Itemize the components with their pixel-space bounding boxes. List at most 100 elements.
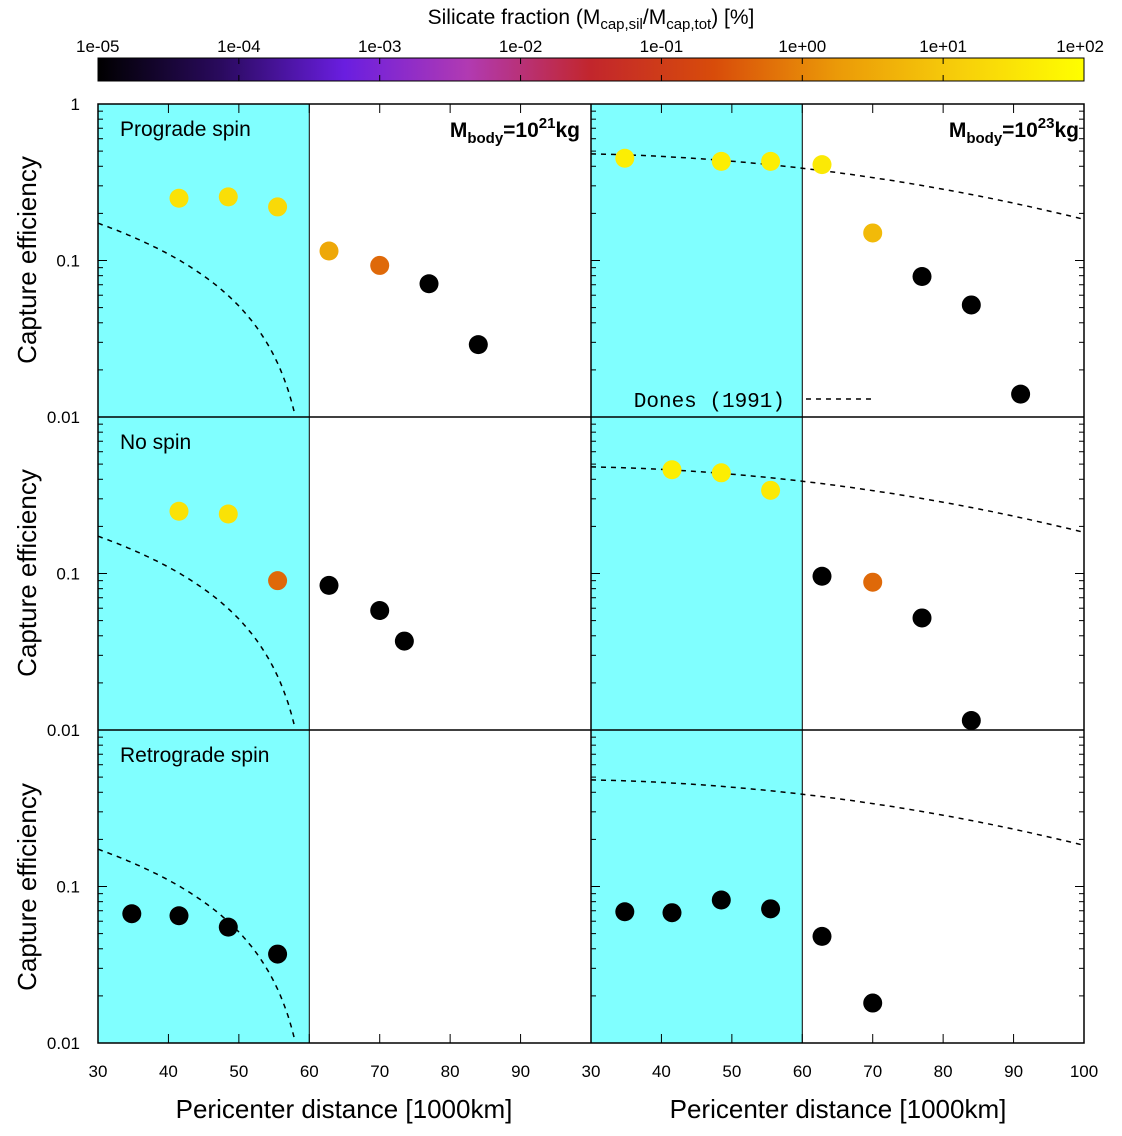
- data-point: [169, 906, 189, 926]
- data-point: [169, 188, 189, 208]
- colorbar-tick-label: 1e-05: [76, 37, 119, 56]
- data-point: [218, 187, 238, 207]
- data-point: [761, 151, 781, 171]
- data-point: [812, 566, 832, 586]
- x-tick-label: 30: [89, 1062, 108, 1081]
- data-point: [662, 903, 682, 923]
- panel-no-spin-left: [97, 416, 414, 731]
- colorbar-tick-label: 1e+02: [1056, 37, 1104, 56]
- data-point: [615, 148, 635, 168]
- data-point: [268, 571, 288, 591]
- colorbar-tick-labels: 1e-05 1e-04 1e-03 1e-02 1e-01 1e+00 1e+01 1e+02: [76, 37, 1104, 56]
- x-tick-label: 70: [863, 1062, 882, 1081]
- x-tick-label: 40: [652, 1062, 671, 1081]
- data-point: [394, 631, 414, 651]
- data-point: [812, 926, 832, 946]
- data-point: [711, 151, 731, 171]
- data-point: [319, 241, 339, 261]
- data-point: [218, 504, 238, 524]
- x-tick-label: 50: [229, 1062, 248, 1081]
- title-no-spin: No spin: [120, 431, 191, 454]
- y-tick-labels: 1 0.1 0.01 0.1 0.01 0.1 0.01: [47, 95, 80, 1053]
- colorbar-tick-label: 1e+01: [919, 37, 967, 56]
- data-point: [761, 899, 781, 919]
- data-point: [711, 890, 731, 910]
- x-tick-label: 90: [511, 1062, 530, 1081]
- x-tick-label: 90: [1004, 1062, 1023, 1081]
- data-point: [863, 993, 883, 1013]
- x-tick-label: 60: [300, 1062, 319, 1081]
- data-point: [122, 904, 142, 924]
- data-point: [912, 267, 932, 287]
- title-retrograde-spin: Retrograde spin: [120, 744, 269, 767]
- mass-label-left: Mbody=1021kg: [450, 115, 580, 147]
- data-point: [961, 711, 981, 731]
- dones-curve: [97, 222, 296, 417]
- legend-label-dones: Dones (1991): [634, 391, 785, 414]
- x-tick-label: 80: [934, 1062, 953, 1081]
- y-tick-label: 0.1: [56, 565, 80, 584]
- y-tick-label: 0.01: [47, 1034, 80, 1053]
- panel-prograde-left: [97, 103, 488, 418]
- y-axis-label-top: Capture efficiency: [12, 156, 42, 364]
- data-point: [615, 902, 635, 922]
- plot-frame: [97, 103, 1085, 1044]
- data-point: [419, 274, 439, 294]
- x-tick-label: 80: [441, 1062, 460, 1081]
- colorbar-tick-label: 1e+00: [778, 37, 826, 56]
- data-point: [268, 944, 288, 964]
- data-point: [711, 463, 731, 483]
- resonance-band: [590, 729, 803, 1044]
- y-axis-label-middle: Capture efficiency: [12, 469, 42, 677]
- y-tick-label: 0.01: [47, 408, 80, 427]
- x-tick-label: 30: [582, 1062, 601, 1081]
- y-tick-label: 0.1: [56, 878, 80, 897]
- dones-curve: [590, 779, 1085, 847]
- x-tick-label: 60: [793, 1062, 812, 1081]
- colorbar-tick-label: 1e-04: [217, 37, 260, 56]
- data-point: [319, 575, 339, 595]
- dones-curve: [590, 153, 1085, 221]
- data-point: [662, 460, 682, 480]
- dones-curve: [97, 848, 296, 1043]
- x-axis-label-right: Pericenter distance [1000km]: [670, 1094, 1007, 1124]
- x-tick-label: 50: [722, 1062, 741, 1081]
- x-tick-label: 100: [1070, 1062, 1098, 1081]
- colorbar-tick-label: 1e-01: [640, 37, 683, 56]
- mass-label-right: Mbody=1023kg: [949, 115, 1079, 147]
- data-point: [863, 572, 883, 592]
- y-tick-label: 0.01: [47, 721, 80, 740]
- resonance-band: [97, 103, 310, 418]
- data-point: [961, 295, 981, 315]
- panel-prograde-right: [590, 103, 1085, 418]
- data-point: [812, 155, 832, 175]
- colorbar-title: Silicate fraction (Mcap,sil/Mcap,tot) [%…: [428, 6, 755, 33]
- panel-retrograde-left: [97, 729, 310, 1044]
- colorbar-tick-label: 1e-03: [358, 37, 401, 56]
- x-tick-label: 40: [159, 1062, 178, 1081]
- data-point: [370, 255, 390, 275]
- data-point: [218, 917, 238, 937]
- data-point: [370, 601, 390, 621]
- data-point: [1011, 384, 1031, 404]
- data-point: [268, 197, 288, 217]
- data-point: [761, 480, 781, 500]
- resonance-band: [97, 729, 310, 1044]
- x-tick-labels: 30 40 50 60 70 80 90 30 40 50 60 70 80 90 100: [89, 1062, 1099, 1081]
- panel-retrograde-right: [590, 729, 1085, 1044]
- panel-grid: [97, 103, 1085, 1044]
- colorbar-tick-label: 1e-02: [499, 37, 542, 56]
- data-point: [912, 608, 932, 628]
- colorbar-ticks: [97, 58, 1085, 81]
- y-tick-label: 1: [71, 95, 80, 114]
- resonance-band: [590, 416, 803, 731]
- title-prograde-spin: Prograde spin: [120, 118, 251, 141]
- dones-curve: [97, 535, 296, 730]
- panel-no-spin-right: [590, 416, 1085, 731]
- y-axis-label-bottom: Capture efficiency: [12, 783, 42, 991]
- colorbar: [97, 57, 1085, 82]
- data-point: [468, 335, 488, 355]
- data-point: [863, 223, 883, 243]
- data-point: [169, 501, 189, 521]
